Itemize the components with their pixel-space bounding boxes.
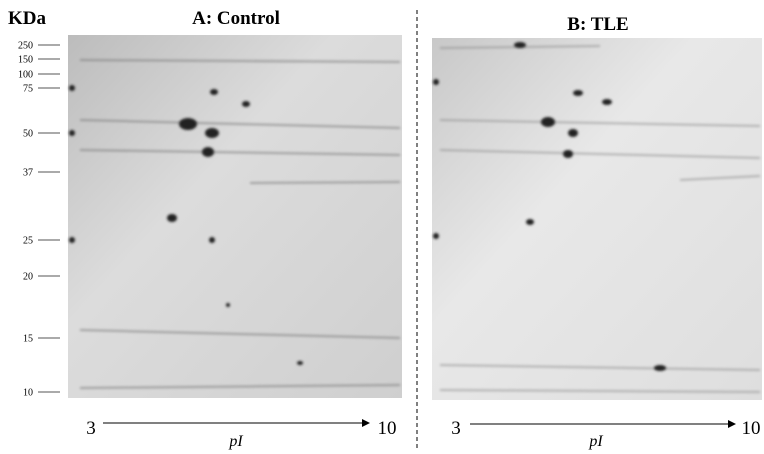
marker-label: 100: [18, 70, 33, 81]
marker-label: 15: [23, 334, 33, 345]
x-axis-b: 3 10 pI: [451, 418, 760, 450]
y-axis-title: KDa: [8, 8, 47, 29]
x-label: pI: [228, 433, 243, 450]
x-start: 3: [451, 418, 461, 439]
marker-label: 75: [23, 84, 33, 95]
x-end: 10: [378, 418, 397, 439]
panel-title: A: Control: [192, 8, 280, 29]
panel-title: B: TLE: [567, 14, 628, 35]
x-end: 10: [742, 418, 761, 439]
marker-label: 150: [18, 55, 33, 66]
marker-label: 20: [23, 272, 33, 283]
marker-label: 50: [23, 129, 33, 140]
marker-label: 25: [23, 236, 33, 247]
arrow-head: [728, 420, 736, 428]
gel-b: [432, 38, 762, 400]
x-axis-a: 3 10 pI: [86, 418, 396, 450]
x-start: 3: [86, 418, 96, 439]
arrow-head: [362, 419, 370, 427]
marker-label: 37: [23, 168, 33, 179]
marker-label: 10: [23, 388, 33, 399]
gel-a: [68, 35, 402, 398]
marker-label: 250: [18, 41, 33, 52]
x-label: pI: [588, 433, 603, 450]
